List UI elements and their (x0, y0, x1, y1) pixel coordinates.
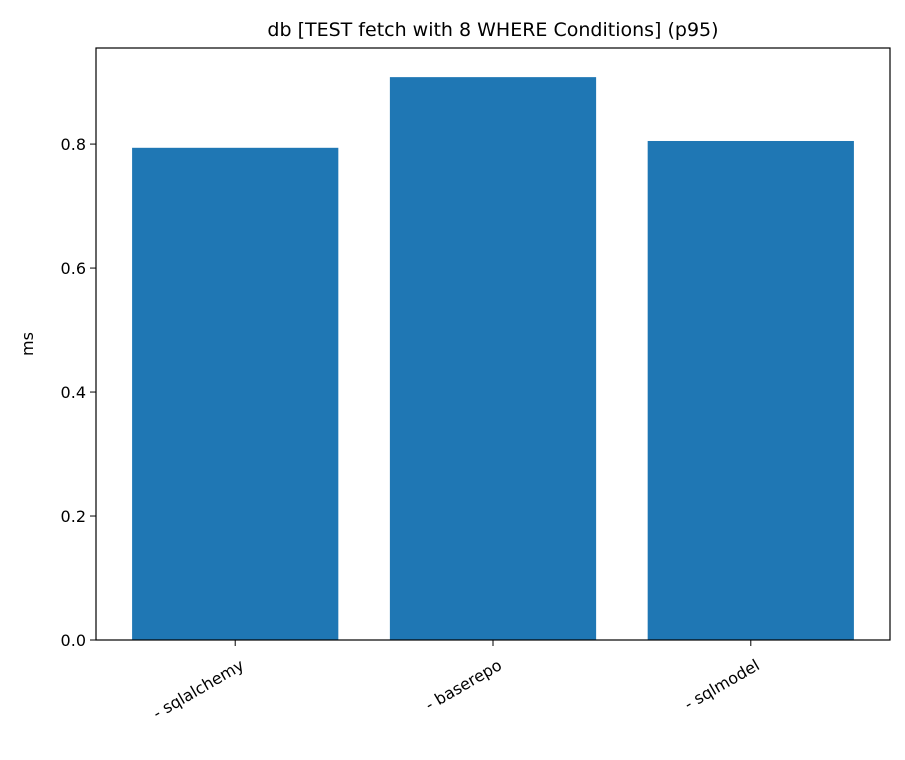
bar (647, 140, 854, 640)
chart-title: db [TEST fetch with 8 WHERE Conditions] … (267, 19, 718, 41)
x-tick-label: - baserepo (422, 655, 505, 714)
y-axis-label: ms (18, 332, 37, 356)
y-tick-label: 0.6 (61, 259, 86, 278)
bar (389, 77, 597, 641)
bar (132, 147, 339, 640)
x-tick-label: - sqlalchemy (149, 655, 247, 722)
y-tick-label: 0.8 (61, 135, 86, 154)
y-tick-label: 0.4 (61, 383, 86, 402)
y-tick-label: 0.2 (61, 507, 86, 526)
plot-frame (95, 47, 891, 641)
y-tick-label: 0.0 (61, 631, 86, 650)
x-tick-label: - sqlmodel (681, 655, 763, 713)
